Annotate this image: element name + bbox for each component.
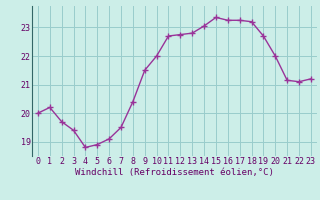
X-axis label: Windchill (Refroidissement éolien,°C): Windchill (Refroidissement éolien,°C) xyxy=(75,168,274,177)
